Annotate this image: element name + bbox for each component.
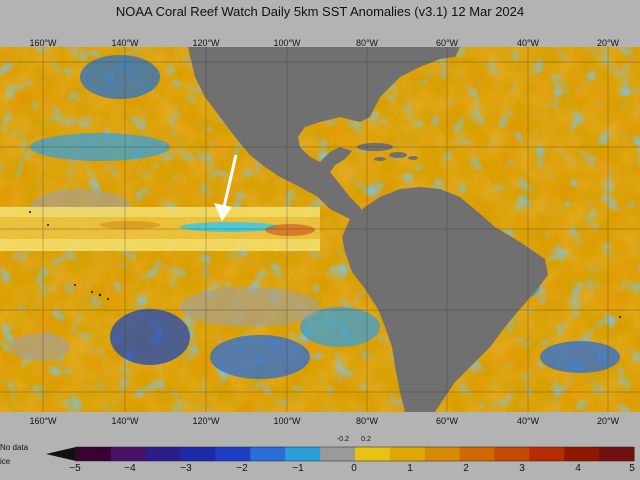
colorbar-label-neg5: −5 [69,463,81,474]
bottom-tick-160w: 160°W [29,416,57,426]
colorbar-segment [459,447,495,461]
pacific-islands [29,211,621,318]
bottom-tick-100w: 100°W [273,416,301,426]
colorbar-label-neg2: −2 [236,463,248,474]
top-tick-60w: 60°W [435,38,459,48]
colorbar-label-0-2: 0.2 [361,436,371,443]
colorbar-segment [389,447,426,461]
colorbar-label-5: 5 [629,463,635,474]
colorbar-segment [355,447,391,461]
colorbar-segment [494,447,530,461]
top-tick-20w: 20°W [596,38,620,48]
top-tick-100w: 100°W [273,38,301,48]
top-tick-160w: 160°W [29,38,57,48]
colorbar-label-neg3: −3 [180,463,192,474]
colorbar-label-1: 1 [407,463,413,474]
colorbar-segment [215,447,251,461]
north-america-landmass [188,47,460,219]
colorbar-segments [46,446,635,462]
colorbar-segment [180,447,216,461]
colorbar-segment [250,447,286,461]
top-tick-120w: 120°W [192,38,220,48]
arrow-indicator [214,154,238,221]
south-america-landmass [342,187,548,412]
colorbar-segment [76,447,112,461]
sst-anomaly-map [0,47,640,412]
colorbar-label-0: 0 [351,463,357,474]
bottom-tick-40w: 40°W [516,416,540,426]
map-title: NOAA Coral Reef Watch Daily 5km SST Anom… [115,4,525,19]
map-canvas [0,47,640,412]
colorbar-label-2: 2 [463,463,469,474]
colorbar-segment [145,447,182,461]
top-tick-140w: 140°W [111,38,139,48]
colorbar-segment [285,447,321,461]
top-tick-40w: 40°W [516,38,540,48]
legend-ice: ice [0,457,11,466]
bottom-tick-60w: 60°W [435,416,459,426]
colorbar-label-neg0-2: -0.2 [336,436,350,443]
caribbean-islands [357,143,418,161]
colorbar [46,446,635,462]
colorbar-segment [564,447,600,461]
colorbar-segment [424,447,461,461]
colorbar-label-3: 3 [519,463,525,474]
colorbar-outline [75,446,635,462]
colorbar-label-4: 4 [575,463,581,474]
colorbar-label-neg1: −1 [292,463,304,474]
top-tick-80w: 80°W [355,38,379,48]
bottom-tick-80w: 80°W [355,416,379,426]
bottom-tick-20w: 20°W [596,416,620,426]
bottom-tick-140w: 140°W [111,416,139,426]
bottom-tick-120w: 120°W [192,416,220,426]
graticule [0,47,640,412]
colorbar-underflow-triangle [46,447,76,461]
legend-no-data: No data [0,443,29,452]
colorbar-label-neg4: −4 [124,463,136,474]
colorbar-segment [599,447,635,461]
colorbar-segment [320,447,356,461]
colorbar-segment [529,447,565,461]
colorbar-segment [110,447,147,461]
